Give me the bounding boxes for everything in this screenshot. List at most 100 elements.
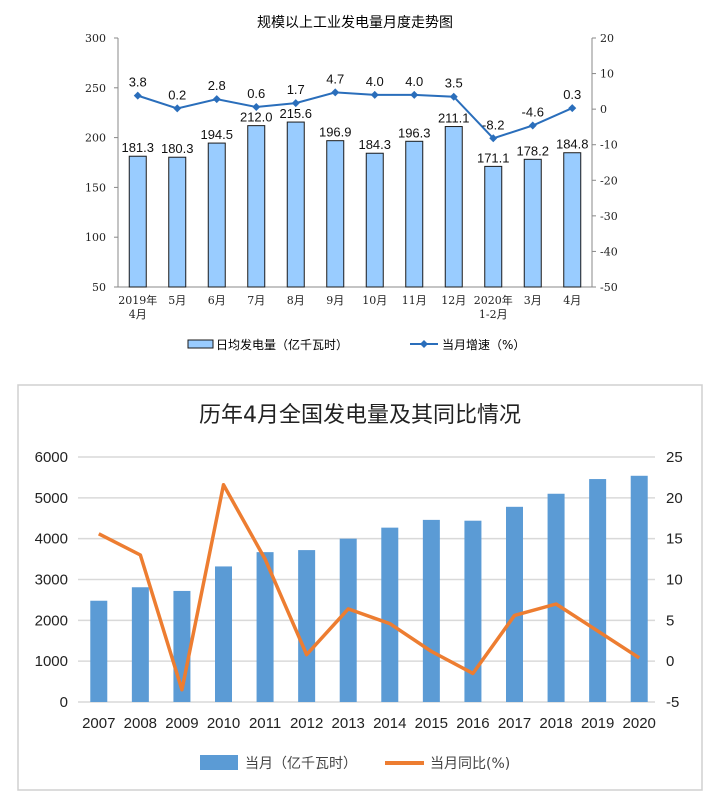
line-point xyxy=(410,90,419,99)
bar xyxy=(630,475,648,702)
x-tick-label: 2020年 xyxy=(474,293,513,307)
line-point xyxy=(291,99,300,108)
left-tick-label: 300 xyxy=(85,32,106,45)
x-tick-label: 2016 xyxy=(456,715,489,732)
line-point xyxy=(568,104,577,113)
bar-data-label: 184.8 xyxy=(556,137,589,152)
x-tick-label: 4月 xyxy=(129,308,147,321)
line-data-label: 4.0 xyxy=(366,74,384,89)
left-tick-label: 4000 xyxy=(35,531,68,548)
left-tick-label: 5000 xyxy=(35,490,68,507)
bar xyxy=(381,527,399,702)
line-data-label: 1.7 xyxy=(287,82,305,97)
x-tick-label: 12月 xyxy=(441,294,466,307)
bar xyxy=(326,140,345,288)
x-tick-label: 4月 xyxy=(563,294,581,307)
x-tick-label: 2019年 xyxy=(118,293,157,307)
left-tick-label: 3000 xyxy=(35,572,68,589)
bar xyxy=(365,152,384,288)
x-tick-label: 1-2月 xyxy=(479,308,508,321)
right-tick-label: -20 xyxy=(600,174,618,187)
bar-data-label: 211.1 xyxy=(438,111,470,126)
x-tick-label: 7月 xyxy=(247,294,265,307)
line-point xyxy=(489,134,498,143)
chart-april-power-generation-history: 历年4月全国发电量及其同比情况 0 1000 2000 3000 4000 5000 600… xyxy=(35,403,683,772)
right-tick-label: -50 xyxy=(600,281,618,294)
bar xyxy=(464,520,482,702)
line-data-label: 0.2 xyxy=(168,87,186,102)
bar xyxy=(286,121,305,288)
bar xyxy=(422,519,440,702)
left-tick-label: 150 xyxy=(85,181,106,194)
x-tick-label: 3月 xyxy=(524,294,542,307)
bar-data-label: 215.6 xyxy=(279,106,312,121)
line-point xyxy=(212,95,221,104)
bar xyxy=(207,142,226,288)
bar xyxy=(90,600,108,702)
x-tick-label: 2015 xyxy=(415,715,448,732)
x-tick-label: 2020 xyxy=(623,715,656,732)
bar-data-label: 181.3 xyxy=(121,140,154,155)
right-tick-label: 20 xyxy=(666,490,683,507)
right-tick-label: 0 xyxy=(666,653,674,670)
bar-data-label: 178.2 xyxy=(516,143,549,158)
x-tick-label: 2012 xyxy=(290,715,323,732)
bar xyxy=(339,538,357,702)
line-data-label: 4.0 xyxy=(405,74,423,89)
chart1-title: 规模以上工业发电量月度走势图 xyxy=(257,15,453,31)
chart2-title: 历年4月全国发电量及其同比情况 xyxy=(199,403,521,428)
line-point xyxy=(528,121,537,130)
bar-data-label: 212.0 xyxy=(240,110,273,125)
bar xyxy=(444,126,463,288)
line-data-label: 3.8 xyxy=(129,75,147,90)
bar-data-label: 180.3 xyxy=(161,141,194,156)
line-point xyxy=(331,88,340,97)
right-tick-label: 5 xyxy=(666,612,674,629)
bar-data-label: 196.3 xyxy=(398,125,431,140)
legend-line-label: 当月增速（%） xyxy=(442,338,525,352)
legend-line-marker xyxy=(420,340,428,348)
left-tick-label: 200 xyxy=(85,132,106,145)
x-tick-label: 2019 xyxy=(581,715,614,732)
line-data-label: 0.3 xyxy=(563,87,581,102)
bar xyxy=(563,152,582,288)
bar-data-label: 196.9 xyxy=(319,125,352,140)
bar xyxy=(589,479,607,702)
line-point xyxy=(133,91,142,100)
left-tick-label: 6000 xyxy=(35,449,68,466)
chart-monthly-power-generation: 规模以上工业发电量月度走势图 50100150200250300-50-40-3… xyxy=(85,15,618,352)
line-data-label: -4.6 xyxy=(522,105,544,120)
x-tick-label: 6月 xyxy=(208,294,226,307)
x-tick-label: 11月 xyxy=(402,294,427,307)
line-data-label: 4.7 xyxy=(326,71,344,86)
right-tick-label: 15 xyxy=(666,531,683,548)
legend-bar-swatch xyxy=(200,755,238,770)
bar-data-label: 184.3 xyxy=(358,137,391,152)
right-tick-label: -5 xyxy=(666,694,679,711)
left-tick-label: 50 xyxy=(92,281,106,294)
bar xyxy=(168,156,187,288)
right-tick-label: -40 xyxy=(600,245,618,258)
line-data-label: 3.5 xyxy=(445,76,463,91)
bar-data-label: 194.5 xyxy=(200,127,233,142)
line-point xyxy=(370,90,379,99)
x-tick-label: 2017 xyxy=(498,715,531,732)
x-tick-label: 2014 xyxy=(373,715,406,732)
left-tick-label: 1000 xyxy=(35,653,68,670)
right-tick-label: 10 xyxy=(600,68,614,81)
left-tick-label: 0 xyxy=(60,694,68,711)
line-data-label: 2.8 xyxy=(208,78,226,93)
x-tick-label: 2009 xyxy=(165,715,198,732)
bar xyxy=(128,155,147,288)
line-data-label: -8.2 xyxy=(482,117,504,132)
bar xyxy=(256,552,274,702)
bar xyxy=(523,158,542,288)
bar xyxy=(298,550,316,702)
x-tick-label: 2013 xyxy=(332,715,365,732)
right-tick-label: -30 xyxy=(600,210,618,223)
legend-bar-swatch xyxy=(187,339,214,349)
right-tick-label: 25 xyxy=(666,449,683,466)
right-tick-label: -10 xyxy=(600,139,618,152)
yoy-line xyxy=(97,483,641,692)
